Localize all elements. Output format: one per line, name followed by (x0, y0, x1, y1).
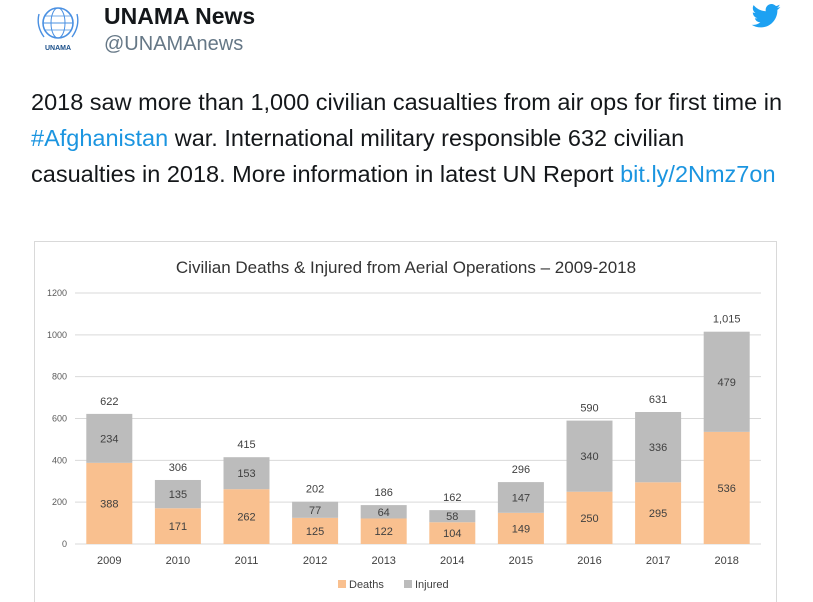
x-tick-label: 2015 (509, 555, 533, 567)
y-tick-label: 0 (62, 539, 67, 549)
data-label-injured: 479 (718, 377, 736, 389)
x-tick-label: 2016 (577, 555, 601, 567)
data-label-deaths: 171 (169, 521, 187, 533)
bar-injured-2015 (497, 482, 544, 513)
data-label-total: 590 (580, 403, 598, 415)
bar-injured-2010 (154, 479, 201, 509)
bar-deaths-2018 (703, 431, 750, 544)
data-label-injured: 135 (169, 489, 187, 501)
report-link[interactable]: bit.ly/2Nmz7on (620, 161, 776, 187)
x-tick-label: 2009 (97, 555, 121, 567)
legend-swatch-injured (404, 580, 412, 588)
data-label-deaths: 262 (237, 512, 255, 524)
x-tick-label: 2012 (303, 555, 327, 567)
hashtag-link[interactable]: #Afghanistan (31, 125, 169, 151)
data-label-deaths: 149 (512, 523, 530, 535)
x-tick-label: 2018 (714, 555, 738, 567)
y-tick-label: 1200 (47, 288, 67, 298)
x-tick-label: 2017 (646, 555, 670, 567)
bar-deaths-2016 (566, 491, 613, 544)
bar-injured-2012 (292, 501, 339, 518)
bar-deaths-2013 (360, 518, 407, 544)
bar-injured-2009 (86, 413, 133, 463)
bar-injured-2013 (360, 505, 407, 519)
y-tick-label: 800 (52, 372, 67, 382)
data-label-deaths: 295 (649, 508, 667, 520)
user-handle[interactable]: @UNAMAnews (104, 33, 244, 55)
data-label-injured: 64 (378, 507, 390, 519)
legend-swatch-deaths (338, 580, 346, 588)
bar-injured-2018 (703, 331, 750, 432)
data-label-total: 622 (100, 396, 118, 408)
bar-deaths-2009 (86, 462, 133, 544)
chart-image-card[interactable]: Civilian Deaths & Injured from Aerial Op… (34, 241, 777, 602)
chart-title: Civilian Deaths & Injured from Aerial Op… (176, 258, 636, 277)
unama-logo-avatar[interactable]: UNAMA (30, 4, 86, 52)
data-label-injured: 153 (237, 468, 255, 480)
x-tick-label: 2013 (371, 555, 395, 567)
bar-deaths-2010 (154, 508, 201, 544)
data-label-total: 631 (649, 394, 667, 406)
avatar-label: UNAMA (45, 45, 71, 52)
data-label-deaths: 536 (718, 483, 736, 495)
data-label-total: 202 (306, 484, 324, 496)
data-label-injured: 336 (649, 442, 667, 454)
tweet-text: 2018 saw more than 1,000 civilian casual… (31, 84, 791, 192)
y-tick-label: 600 (52, 414, 67, 424)
legend-label-deaths: Deaths (349, 579, 384, 591)
data-label-deaths: 125 (306, 526, 324, 538)
display-name[interactable]: UNAMA News (104, 3, 256, 29)
data-label-total: 415 (237, 439, 255, 451)
x-tick-label: 2014 (440, 555, 464, 567)
x-tick-label: 2011 (235, 555, 259, 567)
y-tick-label: 1000 (47, 330, 67, 340)
data-label-deaths: 250 (580, 513, 598, 525)
data-label-total: 162 (443, 492, 461, 504)
data-label-injured: 77 (309, 505, 321, 517)
bar-deaths-2011 (223, 489, 270, 544)
tweet-text-part1: 2018 saw more than 1,000 civilian casual… (31, 89, 783, 115)
data-label-total: 1,015 (713, 314, 741, 326)
data-label-injured: 340 (580, 451, 598, 463)
data-label-injured: 58 (446, 511, 458, 523)
y-tick-label: 200 (52, 497, 67, 507)
tweet-text-part2: war. International military responsible … (31, 125, 685, 187)
bar-deaths-2014 (429, 522, 476, 544)
data-label-injured: 147 (512, 492, 530, 504)
bar-deaths-2015 (497, 512, 544, 544)
y-tick-label: 400 (52, 455, 67, 465)
bar-deaths-2012 (292, 517, 339, 544)
bar-injured-2014 (429, 510, 476, 523)
bar-deaths-2017 (635, 482, 682, 544)
data-label-total: 186 (375, 487, 393, 499)
bar-injured-2011 (223, 457, 270, 490)
x-tick-label: 2010 (166, 555, 190, 567)
bar-injured-2017 (635, 412, 682, 483)
data-label-deaths: 122 (375, 526, 393, 538)
data-label-total: 306 (169, 462, 187, 474)
data-label-total: 296 (512, 464, 530, 476)
data-label-injured: 234 (100, 433, 118, 445)
stacked-bar-chart: Civilian Deaths & Injured from Aerial Op… (47, 258, 761, 591)
twitter-bird-icon[interactable] (751, 4, 781, 28)
data-label-deaths: 104 (443, 528, 461, 540)
data-label-deaths: 388 (100, 498, 118, 510)
legend-label-injured: Injured (415, 579, 449, 591)
bar-injured-2016 (566, 420, 613, 492)
